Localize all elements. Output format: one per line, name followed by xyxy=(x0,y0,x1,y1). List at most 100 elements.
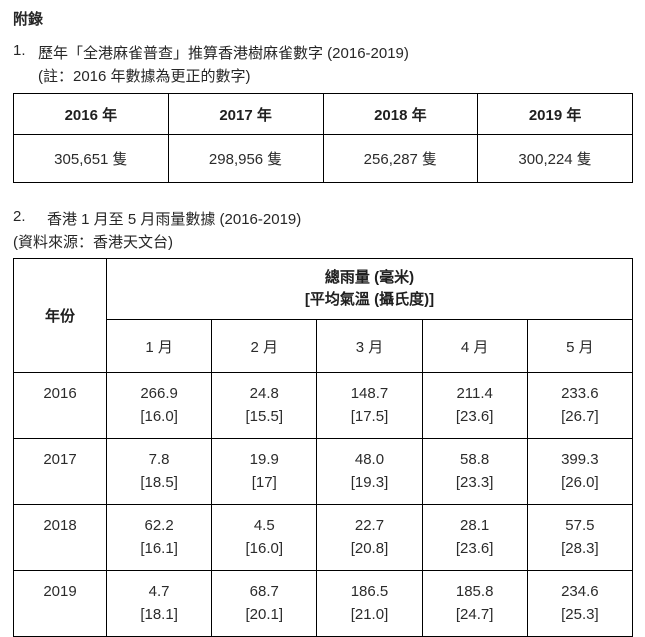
rain-temp-cell: 234.6 [25.3] xyxy=(526,570,634,637)
rainfall-value: 28.1 xyxy=(460,517,490,534)
year-header-cell: 年份 xyxy=(13,258,107,373)
rain-temp-cell: 62.2 [16.1] xyxy=(105,504,213,571)
table-row: 2018 62.2 [16.1] 4.5 [16.0] 22.7 [20.8] … xyxy=(13,504,634,571)
temperature-value: [21.0] xyxy=(350,606,389,623)
rain-temp-cell: 148.7 [17.5] xyxy=(316,372,423,439)
rainfall-value: 19.9 xyxy=(249,451,279,468)
rain-temp-cell: 57.5 [28.3] xyxy=(526,504,634,571)
year-column-header: 2017 年 xyxy=(167,93,324,135)
table-row: 年份 總雨量 (毫米) [平均氣溫 (攝氏度)] xyxy=(13,258,633,373)
document-title: 附錄 xyxy=(13,11,44,28)
rainfall-temp-header-cell: 總雨量 (毫米) [平均氣溫 (攝氏度)] xyxy=(106,258,633,320)
temperature-value: [23.6] xyxy=(455,540,494,557)
sparrow-count-value: 298,956 隻 xyxy=(167,134,324,183)
section1-heading: 1. 歷年「全港麻雀普查」推算香港樹麻雀數字 (2016-2019) xyxy=(13,42,632,63)
rainfall-value: 4.7 xyxy=(148,583,170,600)
temperature-value: [18.5] xyxy=(140,474,178,491)
rainfall-value: 62.2 xyxy=(144,517,174,534)
temperature-value: [16.1] xyxy=(140,540,178,557)
sparrow-count-value: 300,224 隻 xyxy=(477,134,633,183)
temperature-value: [23.6] xyxy=(455,408,494,425)
rain-temp-cell: 68.7 [20.1] xyxy=(211,570,318,637)
section2-source: (資料來源：香港天文台) xyxy=(13,234,173,251)
year-value: 2019 xyxy=(13,570,107,637)
rainfall-value: 57.5 xyxy=(565,517,595,534)
rain-temp-cell: 22.7 [20.8] xyxy=(316,504,423,571)
rain-temp-cell: 48.0 [19.3] xyxy=(316,438,423,505)
year-value: 2018 xyxy=(13,504,107,571)
temperature-value: [26.0] xyxy=(561,474,599,491)
rain-temp-cell: 58.8 [23.3] xyxy=(421,438,528,505)
rain-temp-cell: 24.8 [15.5] xyxy=(211,372,318,439)
rain-temp-cell: 233.6 [26.7] xyxy=(526,372,634,439)
year-column-header: 2019 年 xyxy=(477,93,633,135)
rain-temp-cell: 4.5 [16.0] xyxy=(211,504,318,571)
temperature-value: [19.3] xyxy=(350,474,389,491)
rainfall-value: 4.5 xyxy=(253,517,275,534)
rain-temp-cell: 19.9 [17] xyxy=(211,438,318,505)
table-row: 2016 年 2017 年 2018 年 2019 年 xyxy=(13,93,633,135)
table-row: 305,651 隻 298,956 隻 256,287 隻 300,224 隻 xyxy=(13,134,633,183)
temperature-value: [28.3] xyxy=(561,540,599,557)
sparrow-count-table: 2016 年 2017 年 2018 年 2019 年 305,651 隻 29… xyxy=(13,93,633,183)
temperature-value: [24.7] xyxy=(455,606,494,623)
rainfall-table: 年份 總雨量 (毫米) [平均氣溫 (攝氏度)] 1 月 2 月 3 月 4 月… xyxy=(13,258,634,637)
year-value: 2016 xyxy=(13,372,107,439)
month-header: 2 月 xyxy=(211,319,318,373)
temperature-value: [20.8] xyxy=(350,540,389,557)
rainfall-value: 68.7 xyxy=(249,583,279,600)
rainfall-value: 24.8 xyxy=(249,385,279,402)
rainfall-header-line: 總雨量 (毫米) xyxy=(324,269,415,286)
temperature-value: [20.1] xyxy=(245,606,284,623)
rainfall-value: 234.6 xyxy=(561,583,599,600)
section1-heading-text: 歷年「全港麻雀普查」推算香港樹麻雀數字 (2016-2019) xyxy=(38,45,409,62)
temperature-value: [15.5] xyxy=(245,408,284,425)
month-header: 1 月 xyxy=(105,319,213,373)
temperature-value: [16.0] xyxy=(245,540,284,557)
table-row: 2016 266.9 [16.0] 24.8 [15.5] 148.7 [17.… xyxy=(13,372,634,439)
rainfall-value: 211.4 xyxy=(456,385,493,402)
section2-heading: 2. 香港 1 月至 5 月雨量數據 (2016-2019) xyxy=(13,208,632,229)
table-row: 2019 4.7 [18.1] 68.7 [20.1] 186.5 [21.0]… xyxy=(13,570,634,637)
rain-temp-cell: 185.8 [24.7] xyxy=(421,570,528,637)
temperature-value: [26.7] xyxy=(561,408,599,425)
month-header: 5 月 xyxy=(526,319,634,373)
rainfall-value: 58.8 xyxy=(460,451,490,468)
rainfall-value: 266.9 xyxy=(140,385,178,402)
table-row: 1 月 2 月 3 月 4 月 5 月 xyxy=(14,319,634,373)
rainfall-value: 185.8 xyxy=(455,583,494,600)
section2-heading-text: 香港 1 月至 5 月雨量數據 (2016-2019) xyxy=(47,211,302,228)
rain-temp-cell: 28.1 [23.6] xyxy=(421,504,528,571)
rainfall-value: 233.6 xyxy=(561,385,599,402)
rainfall-value: 148.7 xyxy=(350,385,389,402)
rain-temp-cell: 186.5 [21.0] xyxy=(316,570,423,637)
rain-temp-cell: 399.3 [26.0] xyxy=(526,438,634,505)
temperature-value: [23.3] xyxy=(455,474,494,491)
section2-number: 2. xyxy=(13,208,26,225)
table-row: 2017 7.8 [18.5] 19.9 [17] 48.0 [19.3] 58… xyxy=(13,438,634,505)
temperature-value: [16.0] xyxy=(140,408,178,425)
section1-number: 1. xyxy=(13,42,26,59)
temperature-value: [18.1] xyxy=(140,606,178,623)
rainfall-value: 48.0 xyxy=(354,451,385,468)
rainfall-value: 186.5 xyxy=(350,583,389,600)
rainfall-value: 7.8 xyxy=(148,451,170,468)
year-column-header: 2016 年 xyxy=(13,93,169,135)
year-column-header: 2018 年 xyxy=(322,93,479,135)
year-value: 2017 xyxy=(13,438,107,505)
rain-temp-cell: 211.4 [23.6] xyxy=(421,372,528,439)
temp-header-line: [平均氣溫 (攝氏度)] xyxy=(304,291,435,308)
month-header: 3 月 xyxy=(316,319,423,373)
temperature-value: [17.5] xyxy=(350,408,389,425)
rain-temp-cell: 4.7 [18.1] xyxy=(105,570,213,637)
rain-temp-cell: 7.8 [18.5] xyxy=(105,438,213,505)
sparrow-count-value: 305,651 隻 xyxy=(13,134,169,183)
sparrow-count-value: 256,287 隻 xyxy=(322,134,479,183)
temperature-value: [25.3] xyxy=(561,606,599,623)
temperature-value: [17] xyxy=(251,474,277,491)
rainfall-value: 399.3 xyxy=(561,451,599,468)
month-header: 4 月 xyxy=(421,319,528,373)
section1-note: (註：2016 年數據為更正的數字) xyxy=(38,68,251,85)
rainfall-value: 22.7 xyxy=(354,517,385,534)
